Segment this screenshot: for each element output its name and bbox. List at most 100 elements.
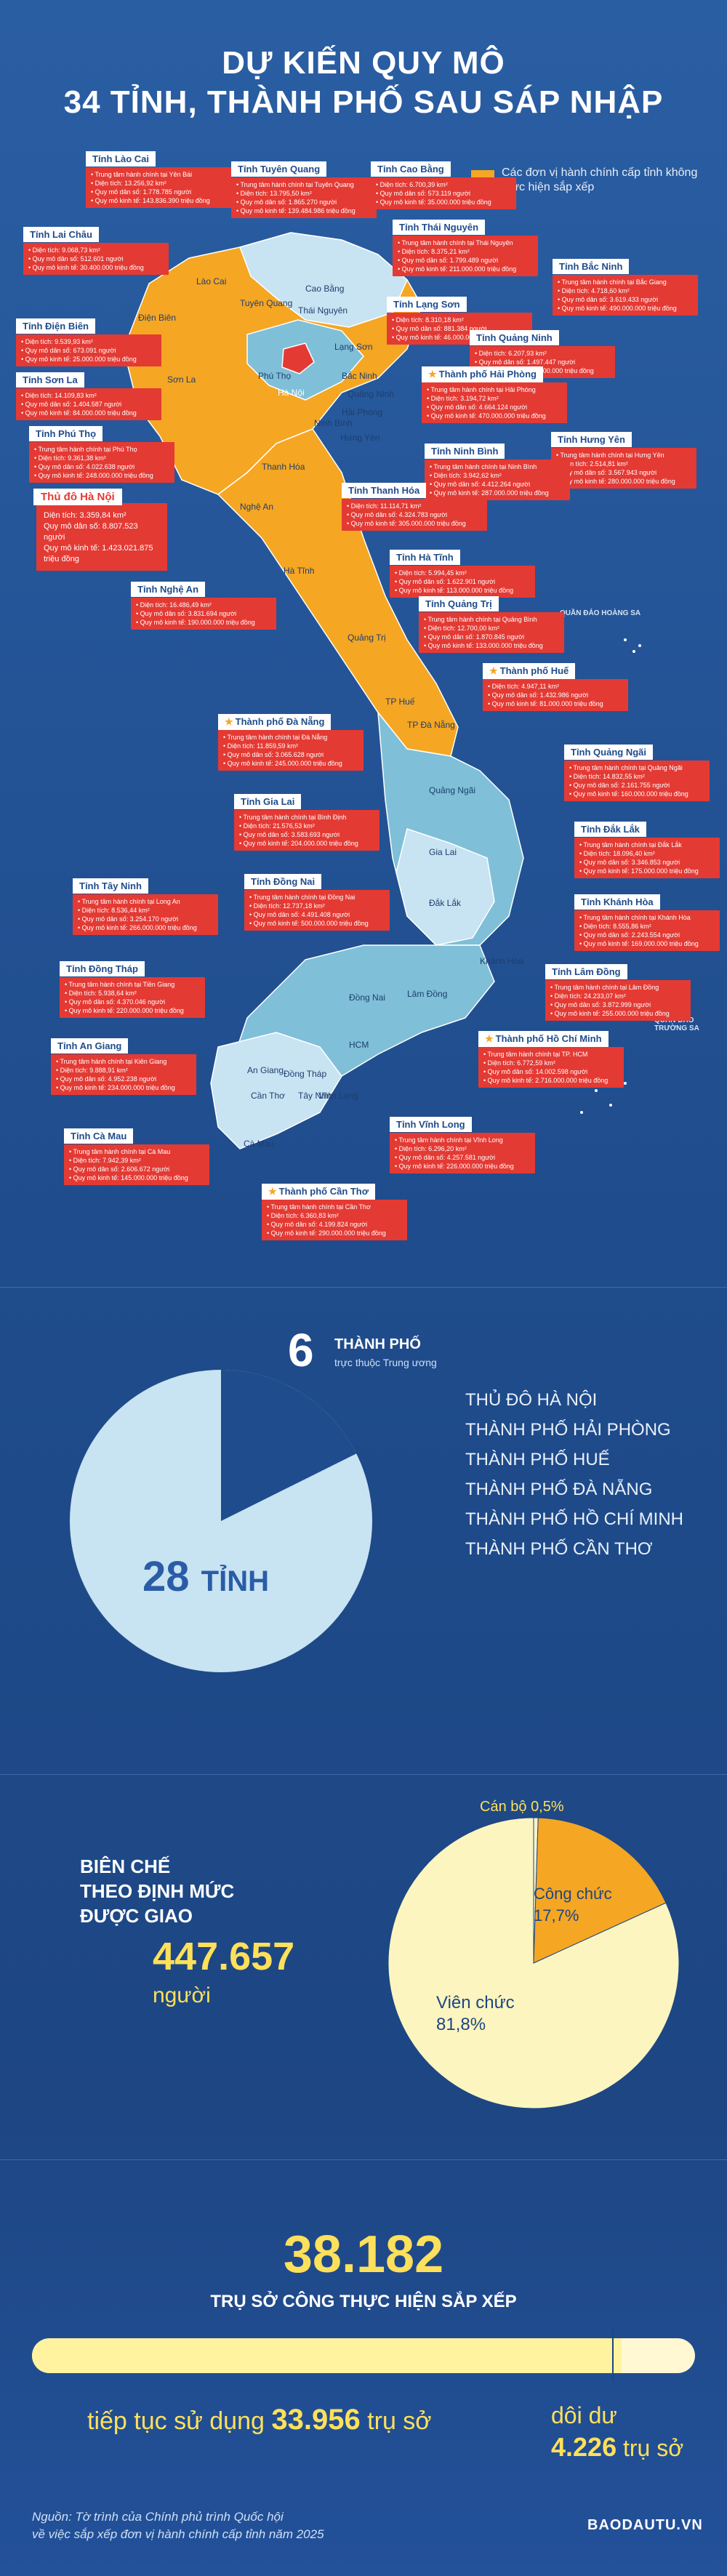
offices-number: 38.182 (283, 2226, 444, 2284)
province-box-line: • Quy mô dân số: 1.432.986 người (488, 691, 589, 699)
city-item: THỦ ĐÔ HÀ NỘI (465, 1390, 598, 1410)
province-box-line: • Quy mô dân số: 3.872.999 người (550, 1001, 651, 1008)
cities-count: 6 (288, 1324, 314, 1376)
province-box-line: • Trung tâm hành chính tại Kiên Giang (56, 1058, 167, 1065)
hanoi-line: Quy mô kinh tế: 1.423.021.875 triệu đồng (44, 544, 153, 563)
province-box: • Trung tâm hành chính tại Yên Bái • Diện… (86, 167, 231, 208)
province-box-line: • Diện tích: 21.576,53 km² (239, 822, 315, 830)
source-note: Nguồn: Tờ trình của Chính phủ trình Quốc… (32, 2510, 324, 2541)
province-box-line: • Diện tích: 3.942,62 km² (430, 472, 502, 479)
province-box-line: • Quy mô kinh tế: 145.000.000 triệu đồng (69, 1174, 188, 1181)
map-province-label: Sơn La (167, 374, 196, 385)
staffing-number: 447.657 (153, 1935, 295, 1978)
province-box-line: • Quy mô kinh tế: 211.000.000 triệu đồng (398, 265, 517, 273)
province-box: • Trung tâm hành chính tại Hưng Yên • Diệ… (551, 448, 696, 489)
province-box-line: • Diện tích: 12.700,00 km² (424, 625, 499, 632)
province-box-line: • Quy mô dân số: 512.601 người (28, 255, 124, 262)
province-box-line: • Quy mô kinh tế: 500.000.000 triệu đồng (249, 920, 369, 927)
province-box: • Trung tâm hành chính tại TP. HCM • Diện… (478, 1047, 624, 1088)
province-box: • Trung tâm hành chính tại Lâm Đồng • Diệ… (545, 980, 691, 1021)
map-highlands (395, 828, 495, 946)
map-province-label: Thanh Hóa (262, 462, 305, 472)
province-box-title: Tỉnh Đồng Tháp (60, 961, 145, 976)
province-box-title: Tỉnh Tây Ninh (73, 878, 148, 894)
offices-bar-separator (612, 2330, 614, 2382)
map-province-label: Thái Nguyên (298, 305, 348, 316)
province-box-line: • Quy mô kinh tế: 204.000.000 triệu đồng (239, 840, 358, 847)
map-province-label: Cao Bằng (305, 284, 345, 294)
map-province-label: Hà Tĩnh (284, 566, 315, 576)
legend: Các đơn vị hành chính cấp tỉnh không thự… (471, 166, 711, 195)
province-box-line: • Quy mô kinh tế: 35.000.000 triệu đồng (376, 198, 491, 206)
map-province-label: Đồng Tháp (284, 1069, 327, 1079)
cities-sublabel: trực thuộc Trung ương (334, 1357, 437, 1368)
map-province-label: Bắc Ninh (342, 371, 377, 381)
province-box-title: Tỉnh Lai Châu (23, 227, 99, 242)
province-box-line: • Quy mô kinh tế: 46.000.000 triệu đồng (392, 334, 507, 341)
province-box-line: • Quy mô kinh tế: 175.000.000 triệu đồng (579, 867, 699, 875)
divider (0, 2159, 727, 2160)
province-box-line: • Trung tâm hành chính tại Quảng Bình (424, 616, 537, 623)
province-box-line: • Trung tâm hành chính tại Bình Định (239, 814, 347, 821)
brand-logo: BAODAUTU.VN (587, 2517, 703, 2533)
province-box-line: • Quy mô dân số: 4.022.638 người (34, 463, 135, 470)
province-box-line: • Quy mô dân số: 2.161.755 người (569, 782, 670, 789)
map-province-label: Ninh Bình (314, 418, 353, 428)
province-box-line: • Quy mô dân số: 1.865.270 người (236, 198, 337, 206)
map-province-label: Hưng Yên (340, 433, 380, 443)
province-box: • Trung tâm hành chính tại Long An • Diện… (73, 894, 218, 935)
province-box: • Trung tâm hành chính tại Bắc Giang • Di… (553, 275, 698, 316)
cities-pie (70, 1370, 372, 1672)
map-province-label: Hải Phòng (342, 407, 383, 417)
province-box: • Diện tích: 14.109,83 km² • Quy mô dân s… (16, 388, 161, 420)
map-province-label: Quảng Ninh (348, 389, 395, 399)
province-box-line: • Quy mô dân số: 573.119 người (376, 190, 470, 197)
province-box-title: Tỉnh Lào Cai (86, 151, 156, 166)
hanoi-line: Quy mô dân số: 8.807.523 người (44, 522, 138, 542)
province-box-line: • Quy mô kinh tế: 2.716.000.000 triệu đồ… (483, 1077, 608, 1084)
city-item: THÀNH PHỐ CẦN THƠ (465, 1539, 653, 1559)
province-box-line: • Quy mô kinh tế: 30.400.000 triệu đồng (28, 264, 144, 271)
hanoi-box: Thủ đô Hà Nội Diện tích: 3.359,84 km² Qu… (33, 489, 167, 571)
province-box-line: • Trung tâm hành chính tại Phú Thọ (34, 446, 137, 453)
map-central (217, 428, 459, 757)
province-box-line: • Diện tích: 6.700,39 km² (376, 181, 448, 188)
province-box: • Trung tâm hành chính tại Bình Định • Di… (234, 810, 379, 851)
map-province-label: Quảng Trị (348, 633, 386, 643)
staffing-title: BIÊN CHẾ THEO ĐỊNH MỨC ĐƯỢC GIAO (80, 1855, 235, 1927)
province-box: • Trung tâm hành chính tại Quảng Bình • D… (419, 612, 564, 653)
province-box-title: ★ Thành phố Hồ Chí Minh (478, 1031, 608, 1047)
province-box: • Trung tâm hành chính tại Cần Thơ • Diện… (262, 1200, 407, 1240)
province-box-line: • Quy mô dân số: 4.952.238 người (56, 1075, 157, 1083)
province-box-line: • Quy mô kinh tế: 84.000.000 triệu đồng (21, 409, 137, 417)
map-province-label: Lạng Sơn (334, 342, 373, 352)
province-box-line: • Diện tích: 9.068,73 km² (28, 246, 100, 254)
province-box-title: Tỉnh Nghệ An (131, 582, 206, 597)
province-box-title: Tỉnh Thái Nguyên (393, 220, 486, 235)
province-box-line: • Diện tích: 12.737,18 km² (249, 902, 325, 910)
offices-continue: tiếp tục sử dụng 33.956 trụ sở (87, 2404, 432, 2436)
province-box-title: ★ Thành phố Đà Nẵng (218, 714, 332, 730)
province-box-line: • Trung tâm hành chính tại Lâm Đồng (550, 984, 659, 991)
province-box-title: Tỉnh Phú Thọ (29, 426, 103, 441)
province-box-line: • Quy mô dân số: 2.243.554 người (579, 931, 680, 939)
province-box-line: • Trung tâm hành chính tại Cần Thơ (267, 1203, 371, 1211)
province-box-line: • Quy mô kinh tế: 81.000.000 triệu đồng (488, 700, 603, 707)
province-box-title: Tỉnh Thanh Hóa (342, 483, 427, 498)
province-box-line: • Quy mô dân số: 3.831.694 người (136, 610, 237, 617)
province-box-line: • Quy mô dân số: 4.199.824 người (267, 1221, 368, 1228)
province-box-title: Tỉnh Quảng Trị (419, 596, 499, 611)
city-item: THÀNH PHỐ ĐÀ NẴNG (465, 1480, 653, 1499)
province-box-line: • Diện tích: 2.514,81 km² (556, 460, 628, 468)
province-box-line: • Diện tích: 16.486,49 km² (136, 601, 212, 609)
province-box-line: • Trung tâm hành chính tại Vĩnh Long (395, 1136, 503, 1144)
province-box-line: • Quy mô kinh tế: 266.000.000 triệu đồng (78, 924, 197, 931)
map-province-label: Lào Cai (196, 276, 227, 286)
province-box: • Diện tích: 6.700,39 km² • Quy mô dân số… (371, 177, 516, 209)
province-box-line: • Trung tâm hành chính tại Ninh Bình (430, 463, 537, 470)
province-box-line: • Trung tâm hành chính tại Long An (78, 898, 180, 905)
map-province-label: Nghệ An (240, 502, 274, 512)
map-province-label: Cà Mau (244, 1139, 275, 1149)
province-box-line: • Quy mô kinh tế: 248.000.000 triệu đồng (34, 472, 153, 479)
map-province-label: Đắk Lắk (429, 898, 462, 908)
